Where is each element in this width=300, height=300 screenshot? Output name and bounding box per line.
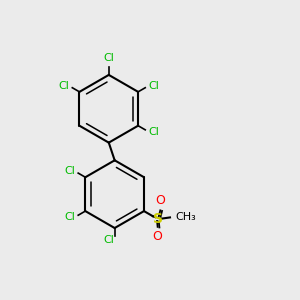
Text: Cl: Cl <box>58 81 69 91</box>
Text: S: S <box>153 212 163 226</box>
Text: Cl: Cl <box>104 235 115 245</box>
Text: Cl: Cl <box>103 53 114 63</box>
Text: Cl: Cl <box>64 166 75 176</box>
Text: Cl: Cl <box>64 212 75 222</box>
Text: Cl: Cl <box>148 81 159 91</box>
Text: O: O <box>152 230 162 243</box>
Text: Cl: Cl <box>148 127 159 136</box>
Text: CH₃: CH₃ <box>175 212 196 222</box>
Text: O: O <box>156 194 166 207</box>
